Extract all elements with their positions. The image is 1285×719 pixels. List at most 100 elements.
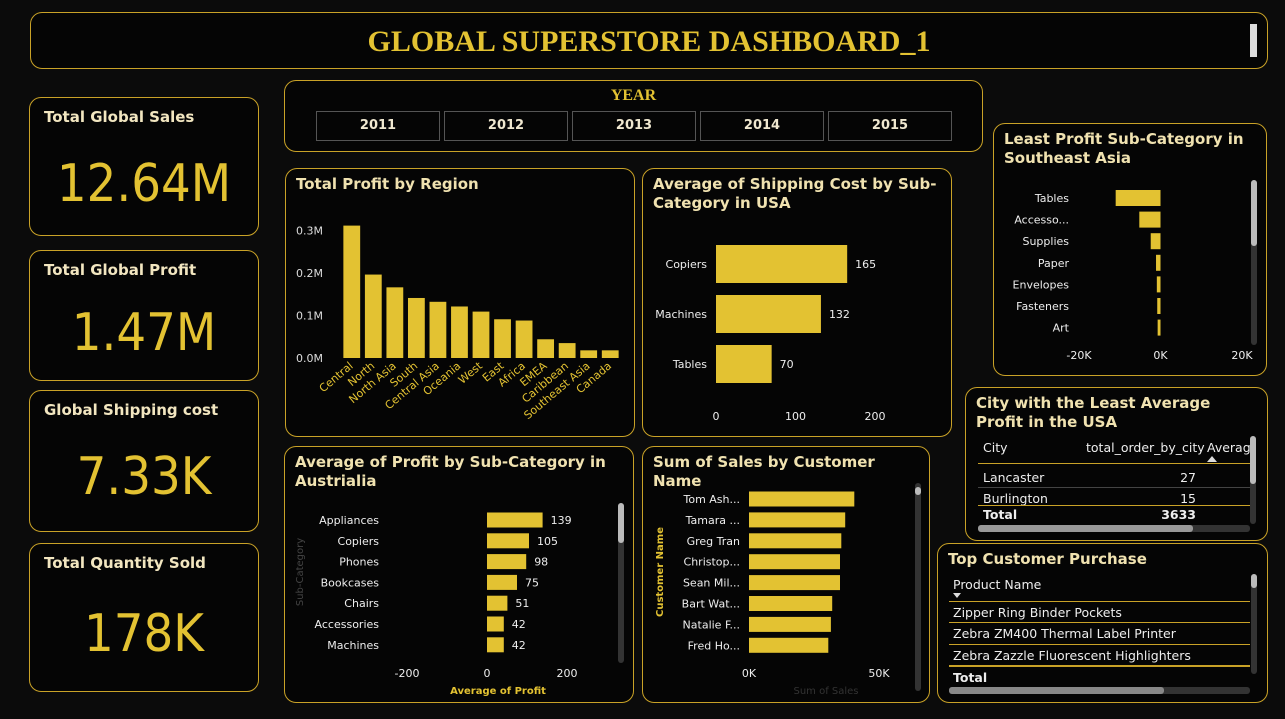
top-customer-purchase-table: Top Customer Purchase Product Name Zippe… xyxy=(937,543,1268,703)
y-tick-label: Envelopes xyxy=(1013,278,1070,291)
y-tick-label: Machines xyxy=(327,639,379,652)
bar xyxy=(749,637,829,653)
scrollbar-track[interactable] xyxy=(618,503,624,663)
table-divider xyxy=(949,644,1250,645)
chart-shipping-usa: Average of Shipping Cost by Sub-Category… xyxy=(642,168,952,437)
x-tick-label: 20K xyxy=(1231,349,1253,362)
table-row-orders: 27 xyxy=(1180,470,1196,485)
profit-australia-plot: Appliances 139 Copiers 105 Phones 98 Bookcases… xyxy=(295,512,578,697)
chart-sales-by-customer: Sum of Sales by Customer Name Tom Ash...… xyxy=(642,446,930,703)
year-button-2013[interactable]: 2013 xyxy=(572,111,696,141)
bar-copiers xyxy=(487,533,529,549)
chart-title: Average of Profit by Sub-Category in Aus… xyxy=(295,453,606,490)
chart-profit-australia: Average of Profit by Sub-Category in Aus… xyxy=(284,446,634,703)
y-tick-label: Christop... xyxy=(684,556,740,569)
bar-canada xyxy=(601,350,619,358)
data-label: 51 xyxy=(515,597,529,610)
sales-by-customer-plot: Tom Ash... Tamara ... Greg Tran Christop...… xyxy=(655,491,890,697)
y-tick-label: Chairs xyxy=(344,597,379,610)
y-tick-label: Tamara ... xyxy=(685,514,740,527)
column-header-orders[interactable]: total_order_by_city xyxy=(1086,440,1205,455)
column-header-average[interactable]: Average xyxy=(1207,440,1252,455)
data-label: 42 xyxy=(512,639,526,652)
year-button-2014[interactable]: 2014 xyxy=(700,111,824,141)
kpi-label: Total Global Profit xyxy=(44,261,197,279)
x-tick-label: 0 xyxy=(713,410,720,423)
chart-title: Total Profit by Region xyxy=(296,175,479,193)
y-tick-label: 0.2M xyxy=(296,267,323,280)
shipping-usa-plot: Copiers 165 Machines 132 Tables 70 0 100 200 xyxy=(655,245,886,423)
x-tick-label: 0 xyxy=(484,667,491,680)
y-tick-label: Appliances xyxy=(319,514,379,527)
y-tick-label: Sean Mil... xyxy=(683,577,740,590)
bar-north xyxy=(364,274,382,358)
bar-machines xyxy=(487,637,504,653)
table-divider xyxy=(978,505,1250,506)
table-total-label: Total xyxy=(983,507,1018,522)
y-tick-label: Phones xyxy=(339,556,379,569)
bar-north-asia xyxy=(386,287,404,358)
bar-caribbean xyxy=(558,343,576,358)
y-tick-label: Fasteners xyxy=(1016,300,1069,313)
kpi-label: Global Shipping cost xyxy=(44,401,219,419)
bar xyxy=(1157,298,1161,314)
bar-central xyxy=(343,225,361,358)
scrollbar-thumb[interactable] xyxy=(1251,574,1257,588)
bar-southeast-asia xyxy=(580,350,598,358)
scrollbar-track[interactable] xyxy=(915,483,921,691)
city-table-body: City total_order_by_city Average Lancast… xyxy=(966,388,1266,538)
bar xyxy=(1139,211,1161,228)
scrollbar-thumb[interactable] xyxy=(1250,436,1256,484)
bar-machines xyxy=(716,295,821,333)
year-button-2011[interactable]: 2011 xyxy=(316,111,440,141)
scrollbar-thumb[interactable] xyxy=(915,487,921,495)
data-label: 139 xyxy=(551,514,572,527)
kpi-label: Total Global Sales xyxy=(44,108,195,126)
column-header-product-name[interactable]: Product Name xyxy=(953,577,1042,592)
x-tick-label: 200 xyxy=(557,667,578,680)
scrollbar-thumb[interactable] xyxy=(1251,180,1257,246)
least-profit-sea-plot: Tables Accesso... Supplies Paper Envelopes Fa… xyxy=(1013,190,1253,362)
table-row-product: Zebra ZM400 Thermal Label Printer xyxy=(953,626,1176,641)
x-tick-label: 50K xyxy=(868,667,890,680)
kpi-label: Total Quantity Sold xyxy=(44,554,206,572)
header-scroll-handle[interactable] xyxy=(1250,24,1257,57)
chart-title: Least Profit Sub-Category in Southeast A… xyxy=(1004,130,1244,167)
city-least-profit-table: City with the Least Average Profit in th… xyxy=(965,387,1268,541)
bar xyxy=(749,554,840,570)
bar xyxy=(749,491,855,507)
y-tick-label: 0.0M xyxy=(296,352,323,365)
scrollbar-track[interactable] xyxy=(1251,180,1257,345)
scrollbar-thumb[interactable] xyxy=(618,503,624,543)
table-divider xyxy=(949,622,1250,623)
year-slicer: YEAR 2011 2012 2013 2014 2015 xyxy=(284,80,983,152)
year-button-2012[interactable]: 2012 xyxy=(444,111,568,141)
y-tick-label: Greg Tran xyxy=(687,535,740,548)
column-header-city[interactable]: City xyxy=(983,440,1008,455)
bar-appliances xyxy=(487,512,543,528)
scrollbar-track[interactable] xyxy=(1251,574,1257,674)
kpi-global-shipping-cost: Global Shipping cost 7.33K xyxy=(29,390,259,532)
bar xyxy=(1157,319,1161,336)
y-tick-label: 0.1M xyxy=(296,309,323,322)
chart-title: Average of Shipping Cost by Sub-Category… xyxy=(653,175,937,212)
bar-bookcases xyxy=(487,574,517,590)
table-divider xyxy=(949,665,1250,667)
kpi-value: 178K xyxy=(84,604,204,664)
y-tick-label: Copiers xyxy=(338,535,380,548)
year-button-2015[interactable]: 2015 xyxy=(828,111,952,141)
data-label: 98 xyxy=(534,556,548,569)
bar-central-asia xyxy=(429,301,447,358)
horizontal-scrollbar-thumb[interactable] xyxy=(978,525,1193,532)
table-row-city: Lancaster xyxy=(983,470,1045,485)
data-label: 75 xyxy=(525,576,539,589)
y-axis-label: Customer Name xyxy=(655,527,666,617)
bar xyxy=(1115,190,1161,206)
bar xyxy=(749,616,831,632)
bar xyxy=(1156,254,1161,271)
kpi-value: 12.64M xyxy=(56,154,232,214)
kpi-value: 1.47M xyxy=(71,303,217,363)
y-tick-label: Machines xyxy=(655,308,707,321)
horizontal-scrollbar-thumb[interactable] xyxy=(949,687,1164,694)
